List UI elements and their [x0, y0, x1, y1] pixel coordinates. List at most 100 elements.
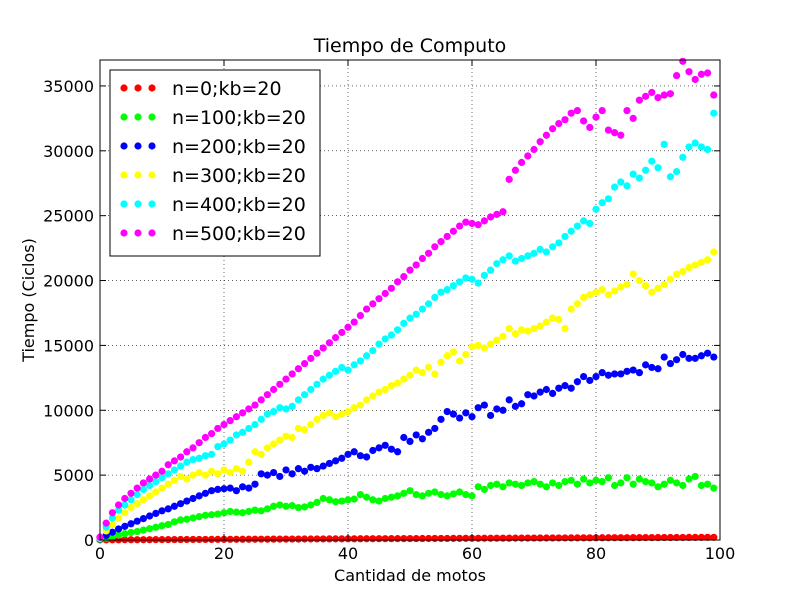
data-point [480, 485, 488, 494]
data-point [288, 502, 296, 510]
data-point [642, 166, 650, 174]
data-point [518, 158, 526, 167]
data-point [567, 476, 575, 484]
data-point [611, 183, 619, 191]
data-point [325, 371, 333, 379]
legend-label: n=100;kb=20 [172, 107, 306, 129]
data-point [425, 534, 433, 543]
legend-marker [148, 113, 156, 121]
data-point [462, 409, 470, 417]
data-point [301, 426, 309, 434]
data-point [468, 492, 476, 500]
data-point [456, 278, 464, 286]
legend-marker [148, 142, 156, 150]
data-point [499, 534, 507, 542]
data-point [127, 496, 135, 504]
data-point [697, 143, 706, 151]
data-point [133, 517, 141, 525]
data-point [425, 300, 433, 308]
data-point [629, 366, 637, 374]
data-point [270, 385, 278, 394]
data-point [394, 492, 402, 500]
data-point [412, 261, 420, 269]
data-point [356, 490, 364, 499]
data-point [350, 318, 358, 326]
data-point [660, 480, 668, 488]
data-point [170, 518, 178, 526]
data-point [313, 380, 321, 388]
data-point [480, 217, 488, 225]
data-point [263, 505, 271, 513]
data-point [177, 453, 185, 461]
data-point [146, 492, 154, 500]
data-point [282, 466, 290, 474]
data-point [697, 533, 706, 541]
data-point [313, 498, 321, 506]
data-point [387, 284, 395, 292]
data-point [673, 71, 681, 80]
data-point [487, 534, 495, 542]
data-point [387, 445, 395, 453]
data-point [499, 406, 507, 414]
data-point [121, 509, 129, 517]
data-point [580, 117, 588, 125]
data-point [474, 279, 482, 287]
data-point [710, 353, 718, 361]
data-point [493, 534, 501, 542]
data-point [518, 254, 526, 263]
data-point [691, 472, 699, 481]
data-point [406, 487, 414, 495]
data-point [604, 371, 613, 379]
legend-item: n=400;kb=20 [120, 194, 306, 216]
axis-ticks: 0 20 40 60 80 100 0 5000 10000 15000 20000 25000 300… [43, 60, 735, 563]
data-point [666, 476, 675, 484]
data-point [288, 535, 296, 543]
data-point [530, 249, 538, 257]
data-point [263, 410, 271, 418]
data-point [474, 341, 482, 350]
legend-marker [148, 229, 156, 237]
data-point [387, 535, 395, 543]
data-point [623, 280, 631, 289]
data-point [350, 404, 358, 412]
data-point [319, 411, 327, 420]
data-point [189, 535, 197, 544]
data-point [437, 238, 445, 246]
data-point [127, 503, 135, 512]
data-point [549, 243, 557, 251]
data-point [704, 533, 712, 541]
data-point [139, 479, 147, 487]
data-point [642, 92, 650, 100]
data-point [270, 468, 278, 477]
data-point [499, 208, 507, 216]
x-tick-label: 0 [95, 544, 105, 563]
legend-label: n=200;kb=20 [172, 136, 306, 158]
data-point [505, 175, 513, 183]
chart-title: Tiempo de Computo [313, 35, 507, 57]
data-point [431, 534, 439, 543]
data-point [685, 263, 693, 272]
data-point [189, 514, 197, 522]
data-point [195, 513, 203, 521]
data-point [536, 138, 544, 146]
data-point [555, 384, 563, 392]
data-point [487, 411, 495, 420]
legend-label: n=0;kb=20 [172, 78, 282, 100]
data-point [201, 535, 209, 544]
data-point [301, 359, 309, 368]
data-point [592, 288, 600, 296]
legend-box [109, 69, 321, 257]
data-point [189, 471, 197, 479]
data-point [375, 295, 383, 303]
data-point [710, 533, 718, 541]
data-point [592, 476, 600, 484]
data-point [133, 484, 141, 492]
series-3 [96, 248, 718, 543]
data-point [332, 457, 340, 465]
data-point [121, 494, 129, 503]
data-point [220, 466, 228, 474]
data-point [325, 409, 333, 417]
data-point [232, 465, 240, 473]
data-point [381, 289, 389, 298]
